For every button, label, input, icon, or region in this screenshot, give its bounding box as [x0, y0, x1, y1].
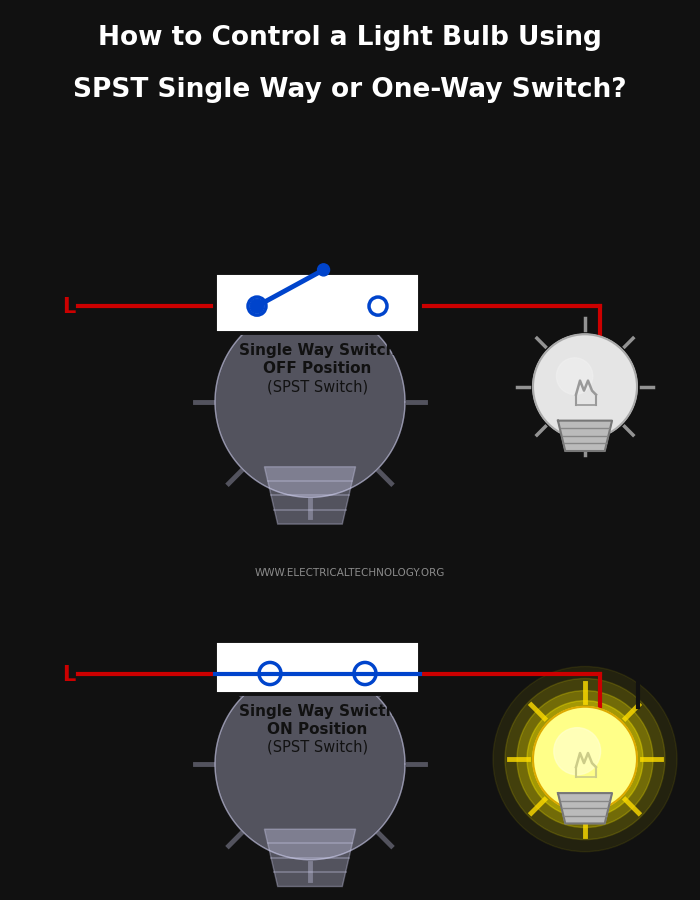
Text: Bulb OFF: Bulb OFF [539, 494, 631, 512]
Circle shape [533, 706, 637, 812]
Text: Single Way Switch: Single Way Switch [239, 343, 396, 358]
Text: Bulb Glows: Bulb Glows [529, 867, 641, 885]
Text: 120V/230V
AC Supply: 120V/230V AC Supply [7, 249, 29, 309]
Text: N: N [62, 245, 82, 269]
Text: How to Control a Light Bulb Using: How to Control a Light Bulb Using [98, 25, 602, 51]
Text: Single Way Swicth: Single Way Swicth [239, 704, 396, 719]
Text: (SPST Switch): (SPST Switch) [267, 740, 368, 755]
Bar [215, 273, 420, 333]
Circle shape [250, 299, 264, 313]
Text: SPST Single Way or One-Way Switch?: SPST Single Way or One-Way Switch? [74, 77, 626, 103]
Polygon shape [265, 829, 356, 886]
Text: N: N [62, 612, 82, 636]
Circle shape [505, 679, 665, 840]
Text: OFF Position: OFF Position [263, 362, 372, 376]
Text: L: L [62, 297, 76, 317]
Circle shape [517, 690, 653, 827]
Circle shape [527, 701, 643, 817]
Text: WWW.ELECTRICALTECHNOLOGY.ORG: WWW.ELECTRICALTECHNOLOGY.ORG [255, 568, 445, 578]
Text: ON Position: ON Position [267, 722, 368, 737]
Polygon shape [265, 467, 356, 524]
Polygon shape [558, 420, 612, 451]
Circle shape [533, 334, 637, 439]
Circle shape [318, 264, 330, 276]
Bar [215, 642, 420, 694]
Circle shape [493, 667, 677, 851]
Polygon shape [558, 793, 612, 824]
Circle shape [556, 358, 593, 394]
Polygon shape [215, 306, 405, 498]
Circle shape [554, 728, 601, 775]
Text: (SPST Switch): (SPST Switch) [267, 380, 368, 394]
Polygon shape [215, 669, 405, 860]
Text: L: L [62, 664, 76, 685]
Text: 120V/230V
AC Supply: 120V/230V AC Supply [7, 616, 29, 677]
